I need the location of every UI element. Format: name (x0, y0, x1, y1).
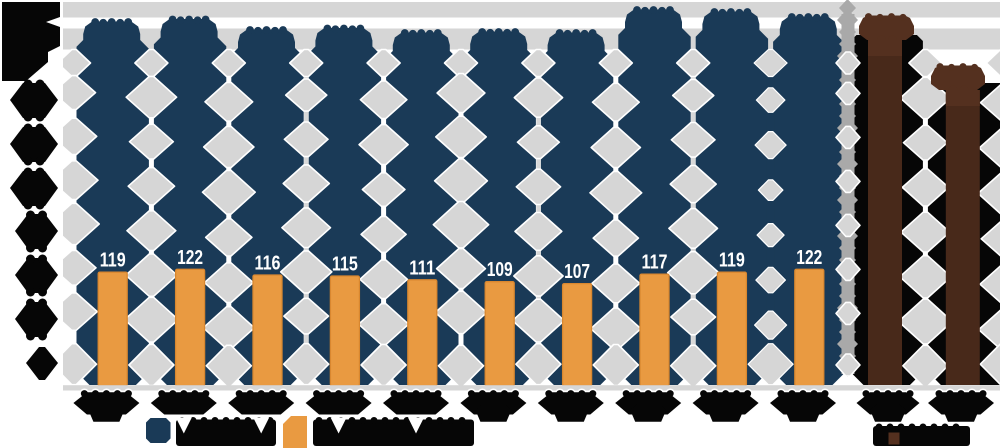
svg-text:107: 107 (564, 260, 590, 283)
svg-text:122: 122 (796, 246, 822, 269)
svg-text:116: 116 (255, 252, 281, 275)
svg-text:122: 122 (177, 246, 203, 269)
svg-text:115: 115 (332, 253, 358, 276)
svg-text:119: 119 (100, 249, 126, 272)
svg-text:117: 117 (642, 251, 668, 274)
svg-text:109: 109 (487, 258, 513, 281)
svg-text:111: 111 (409, 256, 435, 279)
svg-text:119: 119 (719, 249, 745, 272)
